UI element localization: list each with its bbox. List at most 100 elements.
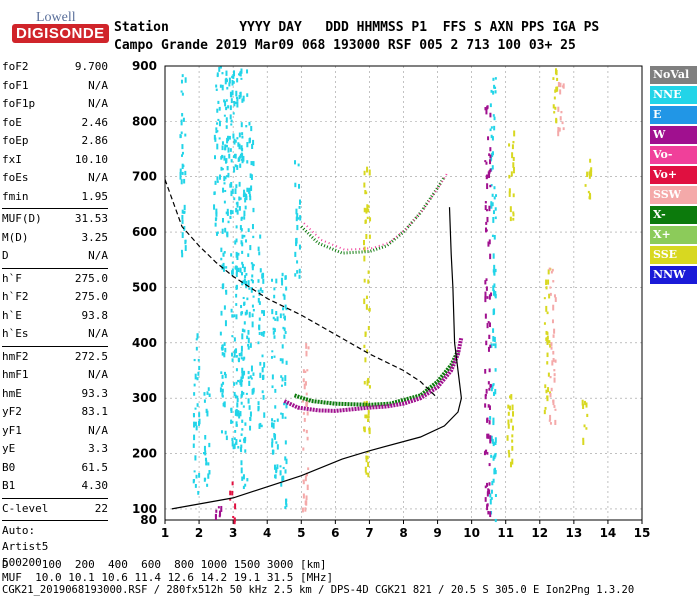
echo-point [219,174,222,180]
echo-point [242,405,245,408]
echo-point [221,168,224,171]
echo-point [364,189,367,195]
echo-point [484,107,487,111]
param-name: C-level [2,501,49,515]
echo-point [491,385,494,390]
echo-point [239,155,242,158]
echo-point [486,183,489,190]
echo-point [366,380,369,386]
echo-point [494,442,497,445]
echo-point [559,116,562,121]
echo-point [257,246,260,252]
echo-point [302,493,305,499]
echo-point [306,484,309,491]
echo-point [295,242,298,247]
echo-point [237,445,240,449]
echo-point [184,133,187,137]
echo-point [180,154,183,157]
echo-point [248,405,251,410]
echo-point [509,216,512,222]
echo-point [494,291,497,297]
echo-point [272,331,275,335]
echo-point [367,409,370,416]
echo-point [193,392,196,396]
echo-point [236,254,239,261]
echo-point [494,470,497,475]
param-divider [2,497,108,499]
echo-point [235,184,238,189]
echo-point [552,357,555,362]
echo-point [543,409,546,415]
echo-point [237,142,240,147]
echo-point [507,411,510,416]
echo-point [486,105,489,109]
echo-point [257,279,260,283]
legend-item-ssw: SSW [650,186,697,204]
echo-point [239,411,242,417]
x-tick-label: 4 [263,526,271,540]
echo-point [241,280,244,286]
echo-point [249,411,252,417]
echo-point [512,162,515,168]
echo-point [229,105,232,111]
echo-point [365,233,368,239]
x-tick-label: 1 [161,526,169,540]
echo-point [553,405,556,408]
echo-point [241,234,244,239]
echo-point [230,98,233,104]
echo-point [493,264,496,270]
param-row-group3-1: h`F2 275.0 [2,288,108,306]
echo-point [183,210,186,214]
echo-point [512,156,515,161]
echo-point [304,381,307,386]
echo-column-12 [279,272,288,509]
echo-point [367,461,370,468]
echo-point [262,272,265,278]
echo-point [484,394,487,400]
echo-point [251,224,254,230]
echo-point [235,303,238,306]
echo-point [550,387,553,392]
echo-point [294,251,297,257]
echo-point [284,469,287,474]
echo-point [219,84,222,88]
echo-point [233,197,236,201]
echo-point [221,392,224,397]
param-row-group4-0: hmF2 272.5 [2,348,108,366]
echo-point [299,215,302,219]
echo-point [487,241,490,247]
echo-point [235,268,238,274]
legend-item-x-: X- [650,206,697,224]
echo-column-19 [548,267,557,426]
echo-point [271,438,274,443]
echo-point [283,327,286,332]
echo-point [553,377,556,383]
echo-point [229,215,232,219]
param-name: MUF(D) [2,212,42,225]
param-value: 3.3 [88,442,108,455]
echo-point [223,401,226,408]
echo-point [241,333,244,340]
echo-point [247,346,250,350]
echo-point [512,217,515,221]
echo-point [247,398,250,404]
echo-point [233,337,236,342]
echo-point [252,161,255,167]
echo-point [231,188,234,194]
legend-item-w: W [650,126,697,144]
echo-point [494,494,497,497]
echo-point [494,467,497,472]
echo-point [244,422,247,426]
echo-point [557,81,560,88]
param-divider [2,208,108,209]
echo-point [508,405,511,411]
echo-point [489,128,492,132]
echo-point [218,514,221,518]
echo-point [236,201,239,208]
echo-point [489,154,492,159]
echo-point [276,444,279,450]
echo-point [257,297,260,303]
y-tick-label: 300 [132,391,157,405]
auto-line-1: Artist5 [2,540,49,553]
echo-point [233,351,236,358]
